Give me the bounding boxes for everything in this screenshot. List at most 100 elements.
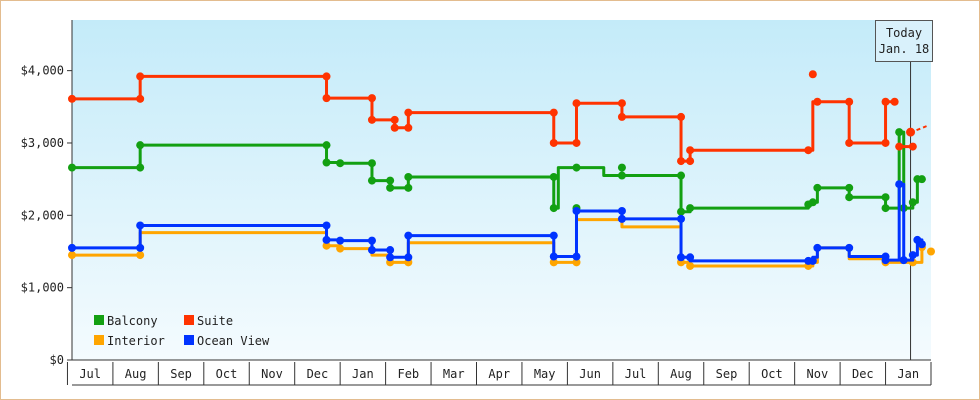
data-point-interior [549,258,558,267]
data-point-interior [322,241,331,250]
legend-label-balcony: Balcony [107,314,158,328]
data-point-ocean-view [136,221,145,230]
data-point-balcony [808,198,817,207]
data-point-balcony [686,204,695,213]
data-point-ocean-view [336,236,345,245]
data-point-suite [390,123,399,132]
data-point-interior [927,247,935,256]
data-point-ocean-view [322,235,331,244]
data-point-suite [404,108,413,117]
data-point-balcony [322,141,331,150]
data-point-ocean-view [617,206,626,215]
data-point-suite [617,112,626,121]
y-tick-label: $1,000 [21,281,64,295]
data-point-ocean-view [367,246,376,255]
data-point-ocean-view [686,253,695,262]
data-point-suite [136,72,145,81]
today-date-label: Jan. 18 [878,42,930,56]
data-point-balcony [677,207,686,216]
data-point-suite [804,146,813,155]
data-point-suite [549,138,558,147]
data-point-suite [881,97,890,106]
legend-label-ocean-view: Ocean View [197,334,270,348]
x-tick-label: Jan [897,367,919,381]
today-label: Today [885,26,923,40]
y-tick-label: $4,000 [21,64,64,78]
data-point-suite [322,94,331,103]
data-point-balcony [895,128,904,137]
data-point-suite [404,123,413,132]
data-point-suite [895,142,904,151]
data-point-suite [617,99,626,108]
y-tick-label: $3,000 [21,136,64,150]
data-point-balcony [572,163,581,172]
data-point-suite [549,108,558,117]
data-point-ocean-view [808,256,817,265]
data-point-suite [322,72,331,81]
data-point-ocean-view [677,214,686,223]
data-point-balcony [917,175,926,184]
data-point-ocean-view [68,243,76,252]
legend-swatch-suite [184,315,194,325]
data-point-balcony [549,204,558,213]
x-tick-label: Jul [79,367,101,381]
data-point-balcony [908,198,917,207]
today-marker-box: Today Jan. 18 [875,20,933,62]
data-point-balcony [845,193,854,202]
data-point-ocean-view [367,236,376,245]
data-point-ocean-view [881,256,890,265]
data-point-suite [367,94,376,103]
data-point-ocean-view [549,231,558,240]
data-point-ocean-view [895,180,904,189]
data-point-balcony [813,183,822,192]
data-point-ocean-view [136,243,145,252]
data-point-balcony [617,171,626,180]
data-point-balcony [404,183,413,192]
data-point-ocean-view [322,221,331,230]
data-point-balcony [549,172,558,181]
legend-swatch-interior [94,335,104,345]
data-point-interior [336,244,345,253]
data-point-balcony [386,176,395,185]
x-tick-label: Sep [716,367,738,381]
legend-swatch-balcony [94,315,104,325]
data-point-ocean-view [917,240,926,249]
data-point-interior [686,261,695,270]
data-point-ocean-view [386,253,395,262]
x-tick-label: Sep [170,367,192,381]
data-point-suite [136,94,145,103]
x-tick-label: Nov [807,367,829,381]
data-point-ocean-view [899,256,908,265]
data-point-suite [845,138,854,147]
data-point-ocean-view [813,243,822,252]
data-point-ocean-view [386,246,395,255]
data-point-balcony [136,141,145,150]
data-point-ocean-view [549,252,558,261]
data-point-balcony [136,163,145,172]
x-tick-label: Dec [307,367,329,381]
data-point-suite [808,70,817,79]
legend-label-suite: Suite [197,314,233,328]
data-point-ocean-view [572,206,581,215]
x-tick-label: Mar [443,367,465,381]
series-line-ocean-view [72,182,924,263]
data-point-suite [686,146,695,155]
x-tick-label: Oct [761,367,783,381]
data-point-ocean-view [617,214,626,223]
data-point-balcony [845,183,854,192]
data-point-suite [572,99,581,108]
data-point-balcony [68,163,76,172]
data-point-ocean-view [404,253,413,262]
data-point-suite [890,97,899,106]
series-line-suite [72,74,895,163]
data-point-suite [881,138,890,147]
data-point-balcony [386,183,395,192]
data-point-suite [908,142,917,151]
x-tick-label: Nov [261,367,283,381]
data-point-suite [845,97,854,106]
x-tick-label: Jan [352,367,374,381]
x-tick-label: Aug [125,367,147,381]
data-point-interior [68,251,76,260]
data-point-suite [677,112,686,121]
data-point-balcony [367,159,376,168]
